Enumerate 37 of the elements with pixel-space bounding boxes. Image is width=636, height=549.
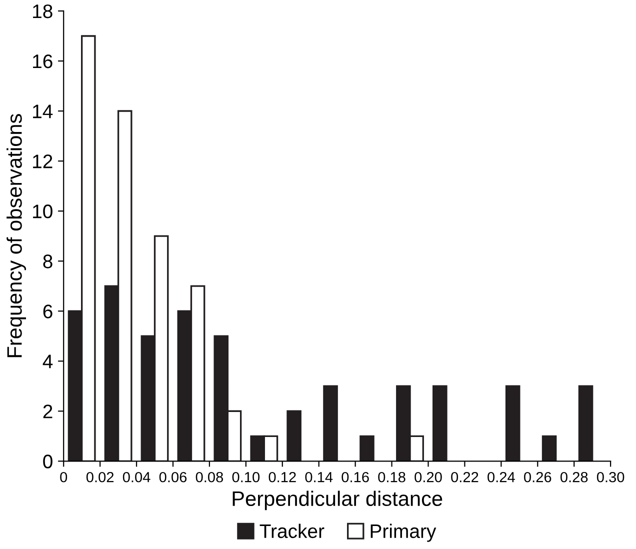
x-tick-label: 0.26: [524, 472, 552, 482]
bar: [432, 385, 448, 462]
legend-label: Primary: [370, 524, 436, 542]
y-tick-label: 10: [33, 204, 52, 218]
x-tick-label: 0.24: [488, 472, 515, 482]
y-axis-title: Frequency of observations: [6, 114, 26, 358]
bar: [323, 385, 338, 462]
y-tick-label: 16: [33, 54, 52, 68]
y-tick-label: 6: [43, 304, 52, 318]
x-tick-label: 0.20: [414, 472, 442, 482]
x-tick-label: 0.08: [196, 472, 224, 482]
y-tick-label: 12: [33, 154, 52, 168]
x-tick-label: 0.30: [596, 472, 624, 482]
y-tick-label: 0: [43, 454, 52, 468]
x-tick-label: 0.14: [305, 472, 333, 482]
bar: [286, 410, 302, 462]
y-tick-label: 2: [43, 404, 52, 418]
x-tick-label: 0: [60, 472, 68, 482]
bar: [578, 385, 594, 462]
x-tick-label: 0.16: [342, 472, 369, 482]
bar: [542, 435, 557, 462]
y-tick-label: 4: [42, 354, 53, 368]
legend-label: Tracker: [260, 524, 324, 538]
x-tick-label: 0.06: [159, 472, 187, 482]
x-tick-label: 0.02: [86, 472, 114, 482]
bar: [505, 385, 520, 462]
x-tick-label: 0.10: [232, 472, 260, 482]
x-tick-label: 0.22: [451, 472, 478, 482]
y-tick-label: 14: [33, 104, 53, 118]
x-tick-label: 0.18: [378, 472, 406, 482]
y-tick-label: 18: [33, 4, 52, 18]
y-tick-label: 8: [43, 254, 52, 268]
x-tick-label: 0.28: [560, 472, 588, 482]
x-axis-title: Perpendicular distance: [232, 490, 442, 510]
bar: [360, 435, 374, 462]
x-tick-label: 0.04: [122, 472, 150, 482]
x-tick-label: 0.12: [268, 472, 296, 482]
